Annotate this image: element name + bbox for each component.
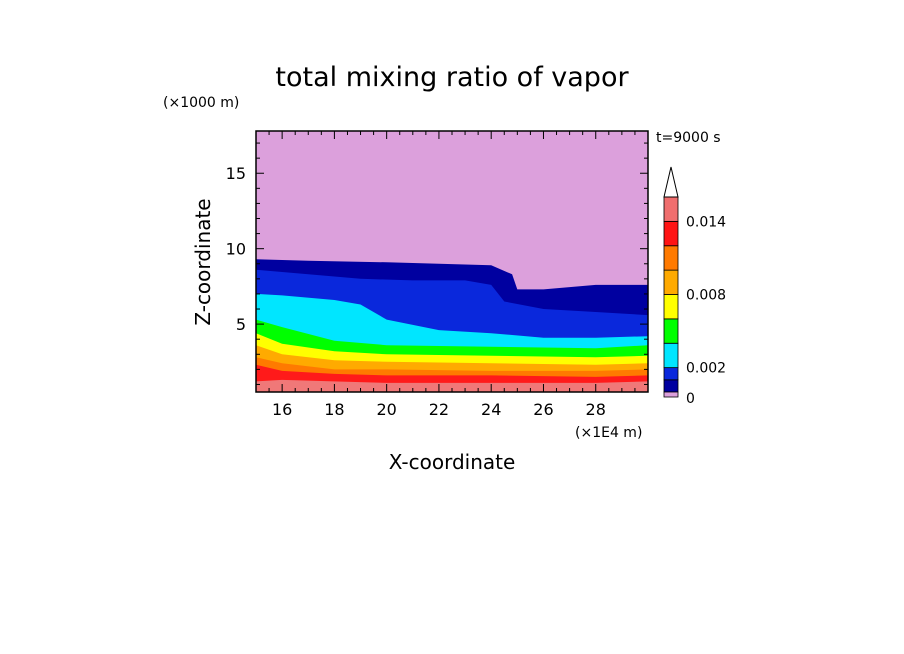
x-tick-label: 28 bbox=[586, 400, 606, 419]
chart-title: total mixing ratio of vapor bbox=[275, 62, 629, 93]
x-unit-label: (×1E4 m) bbox=[575, 425, 642, 441]
x-tick-label: 16 bbox=[272, 400, 292, 419]
y-axis-title: Z-coordinate bbox=[191, 198, 215, 325]
y-tick-label: 15 bbox=[226, 164, 246, 183]
x-tick-label: 18 bbox=[324, 400, 344, 419]
y-tick-label: 10 bbox=[226, 240, 246, 259]
colorbar: 0 0.002 0.008 0.014 bbox=[663, 166, 726, 407]
y-tick-label: 5 bbox=[236, 315, 246, 334]
colorbar-segment bbox=[663, 294, 679, 320]
time-label: t=9000 s bbox=[656, 130, 721, 146]
plot-area bbox=[256, 131, 648, 392]
x-tick-label: 26 bbox=[533, 400, 553, 419]
y-unit-label: (×1000 m) bbox=[163, 95, 239, 111]
colorbar-segment bbox=[663, 196, 679, 222]
colorbar-segment bbox=[663, 379, 679, 393]
axes: 16 18 20 22 24 26 28 5 10 15 bbox=[226, 130, 649, 419]
colorbar-tick-label: 0.014 bbox=[686, 214, 726, 230]
colorbar-tick-label: 0 bbox=[686, 391, 695, 407]
colorbar-segment bbox=[663, 220, 679, 247]
x-tick-label: 20 bbox=[376, 400, 396, 419]
colorbar-segment bbox=[663, 367, 679, 381]
x-tick-label: 22 bbox=[429, 400, 449, 419]
colorbar-segment bbox=[663, 269, 679, 295]
colorbar-tick-label: 0.008 bbox=[686, 288, 726, 304]
colorbar-tick-label: 0.002 bbox=[686, 361, 726, 377]
colorbar-segment bbox=[663, 245, 679, 271]
colorbar-segment bbox=[663, 391, 679, 398]
band-pink-surface bbox=[256, 379, 648, 392]
x-tick-label: 24 bbox=[481, 400, 501, 419]
colorbar-segment bbox=[663, 342, 679, 369]
colorbar-segment bbox=[663, 318, 679, 344]
x-axis-title: X-coordinate bbox=[389, 450, 516, 474]
colorbar-extend-arrow bbox=[663, 166, 679, 198]
